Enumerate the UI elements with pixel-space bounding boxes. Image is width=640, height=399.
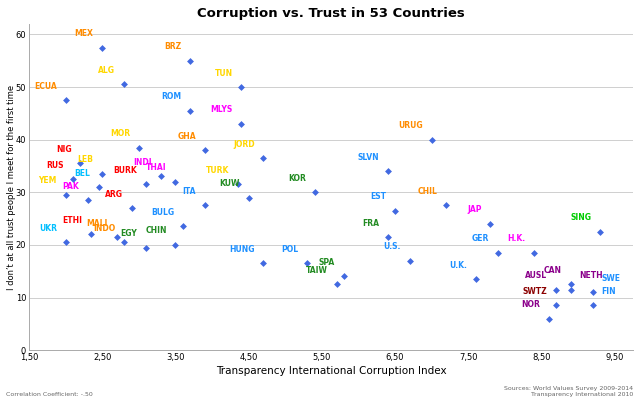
Text: H.K.: H.K. (508, 234, 525, 243)
Text: BURK: BURK (114, 166, 138, 175)
Text: KOR: KOR (288, 174, 306, 183)
Text: U.S.: U.S. (383, 242, 401, 251)
Text: GER: GER (472, 234, 489, 243)
Text: BULG: BULG (151, 208, 174, 217)
Text: THAI: THAI (146, 163, 166, 172)
Text: RUS: RUS (47, 161, 64, 170)
Text: ALG: ALG (99, 66, 115, 75)
Text: HUNG: HUNG (229, 245, 255, 254)
Text: GHA: GHA (177, 132, 196, 141)
Text: JORD: JORD (233, 140, 255, 148)
Text: ARG: ARG (105, 190, 123, 199)
Text: Sources: World Values Survey 2009-2014
Transparency International 2010: Sources: World Values Survey 2009-2014 T… (504, 386, 634, 397)
X-axis label: Transparency International Corruption Index: Transparency International Corruption In… (216, 366, 446, 376)
Text: PAK: PAK (62, 182, 79, 191)
Text: NETH: NETH (580, 271, 604, 280)
Text: INDO: INDO (93, 224, 115, 233)
Text: SPA: SPA (319, 258, 335, 267)
Text: TUN: TUN (214, 69, 232, 77)
Text: INDI: INDI (133, 158, 152, 167)
Text: MOR: MOR (110, 129, 130, 138)
Text: ITA: ITA (182, 187, 196, 196)
Text: CAN: CAN (544, 266, 562, 275)
Title: Corruption vs. Trust in 53 Countries: Corruption vs. Trust in 53 Countries (197, 7, 465, 20)
Text: SWTZ: SWTZ (523, 287, 547, 296)
Text: KUW: KUW (220, 179, 240, 188)
Text: NOR: NOR (521, 300, 540, 309)
Y-axis label: I don’t at all trust people I meet for the first time: I don’t at all trust people I meet for t… (7, 85, 16, 290)
Text: MALI: MALI (86, 219, 108, 227)
Text: URUG: URUG (398, 121, 423, 130)
Text: FIN: FIN (602, 287, 616, 296)
Text: FRA: FRA (362, 219, 379, 227)
Text: EST: EST (371, 192, 387, 201)
Text: UKR: UKR (39, 224, 57, 233)
Text: SING: SING (570, 213, 591, 222)
Text: U.K.: U.K. (449, 261, 467, 270)
Text: Correlation Coefficient: -.50: Correlation Coefficient: -.50 (6, 392, 93, 397)
Text: TAIW: TAIW (306, 266, 328, 275)
Text: POL: POL (282, 245, 298, 254)
Text: YEM: YEM (38, 176, 57, 186)
Text: MEX: MEX (75, 29, 93, 38)
Text: CHIN: CHIN (145, 227, 166, 235)
Text: EGY: EGY (120, 229, 138, 238)
Text: SWE: SWE (602, 274, 621, 283)
Text: ECUA: ECUA (34, 82, 57, 91)
Text: BEL: BEL (74, 168, 90, 178)
Text: ETHI: ETHI (63, 216, 83, 225)
Text: AUSL: AUSL (525, 271, 547, 280)
Text: CHIL: CHIL (418, 187, 438, 196)
Text: LEB: LEB (77, 155, 93, 164)
Text: JAP: JAP (467, 205, 481, 214)
Text: BRZ: BRZ (164, 42, 181, 51)
Text: NIG: NIG (56, 145, 72, 154)
Text: SLVN: SLVN (357, 153, 379, 162)
Text: ROM: ROM (161, 92, 181, 101)
Text: TURK: TURK (205, 166, 229, 175)
Text: MLYS: MLYS (211, 105, 232, 115)
